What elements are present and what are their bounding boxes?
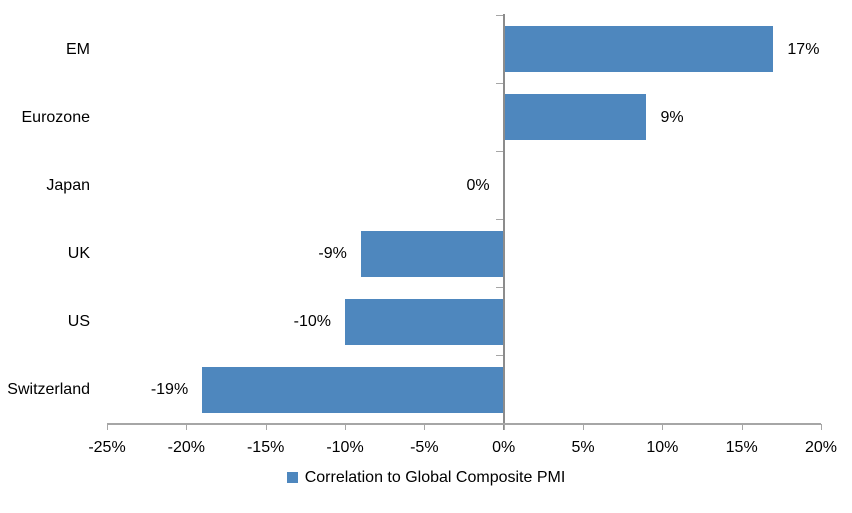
legend: Correlation to Global Composite PMI bbox=[0, 468, 852, 487]
x-tick-label-neg20: -20% bbox=[167, 439, 206, 456]
value-label-us: -10% bbox=[293, 313, 331, 331]
zero-axis-boundary-tick bbox=[495, 14, 503, 16]
bar-us bbox=[345, 298, 504, 345]
value-label-switzerland: -19% bbox=[150, 381, 189, 399]
category-label-eurozone: Eurozone bbox=[21, 108, 91, 126]
value-label-eurozone: 9% bbox=[660, 108, 684, 126]
zero-axis-boundary-tick bbox=[495, 355, 503, 357]
zero-axis-boundary-tick bbox=[495, 82, 503, 84]
bar-switzerland bbox=[202, 366, 504, 413]
x-tick-label-neg5: -5% bbox=[410, 439, 439, 456]
x-axis-line bbox=[107, 423, 821, 425]
value-label-japan: 0% bbox=[466, 176, 490, 194]
category-label-switzerland: Switzerland bbox=[7, 381, 90, 399]
category-label-us: US bbox=[67, 313, 90, 331]
x-axis-tick bbox=[821, 424, 822, 430]
x-axis-tick bbox=[345, 424, 346, 430]
x-tick-label-neg10: -10% bbox=[326, 439, 364, 456]
legend-label: Correlation to Global Composite PMI bbox=[304, 469, 566, 486]
value-label-em: 17% bbox=[787, 40, 820, 58]
category-label-uk: UK bbox=[67, 245, 90, 263]
bar-uk bbox=[360, 230, 504, 277]
x-axis-tick bbox=[265, 424, 267, 430]
x-tick-label-0: 0% bbox=[492, 439, 516, 456]
x-tick-label-10: 10% bbox=[646, 439, 679, 456]
value-label-uk: -9% bbox=[318, 245, 347, 263]
legend-swatch-icon bbox=[286, 472, 298, 483]
zero-axis-line bbox=[502, 14, 505, 430]
category-label-japan: Japan bbox=[46, 176, 90, 194]
zero-axis-boundary-tick bbox=[495, 287, 503, 289]
x-axis-tick bbox=[662, 424, 664, 430]
x-axis-tick bbox=[107, 424, 108, 430]
category-label-em: EM bbox=[66, 40, 90, 58]
x-axis-tick bbox=[186, 424, 188, 430]
zero-axis-boundary-tick bbox=[495, 219, 503, 220]
x-axis-tick bbox=[583, 424, 584, 430]
bar-em bbox=[503, 26, 774, 73]
bar-eurozone bbox=[503, 94, 647, 141]
x-tick-label-5: 5% bbox=[571, 439, 595, 456]
x-tick-label-neg25: -25% bbox=[88, 439, 126, 456]
x-tick-label-20: 20% bbox=[804, 439, 838, 456]
x-tick-label-neg15: -15% bbox=[246, 439, 285, 456]
x-tick-label-15: 15% bbox=[725, 439, 758, 456]
x-axis-tick bbox=[503, 424, 505, 430]
zero-axis-boundary-tick bbox=[495, 150, 503, 152]
x-axis-tick bbox=[741, 424, 743, 430]
x-axis-tick bbox=[424, 424, 426, 430]
